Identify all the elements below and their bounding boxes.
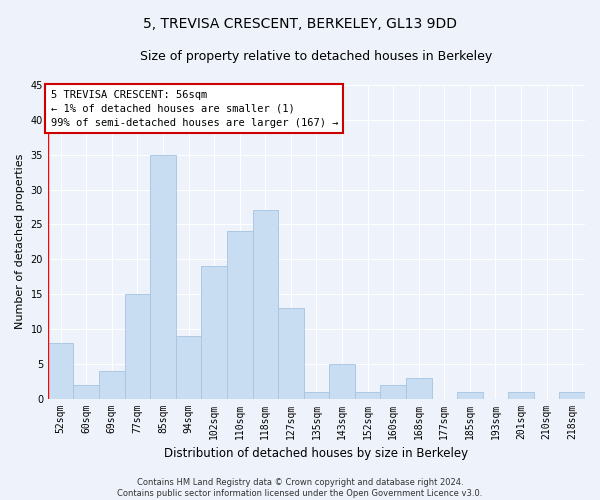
- Title: Size of property relative to detached houses in Berkeley: Size of property relative to detached ho…: [140, 50, 493, 63]
- Bar: [99, 370, 125, 398]
- Bar: [355, 392, 380, 398]
- Bar: [73, 384, 99, 398]
- Bar: [253, 210, 278, 398]
- Bar: [508, 392, 534, 398]
- Bar: [48, 343, 73, 398]
- Bar: [202, 266, 227, 398]
- Bar: [278, 308, 304, 398]
- Bar: [227, 232, 253, 398]
- Bar: [125, 294, 150, 399]
- Bar: [176, 336, 202, 398]
- Bar: [559, 392, 585, 398]
- Bar: [329, 364, 355, 398]
- Text: 5 TREVISA CRESCENT: 56sqm
← 1% of detached houses are smaller (1)
99% of semi-de: 5 TREVISA CRESCENT: 56sqm ← 1% of detach…: [50, 90, 338, 128]
- Bar: [380, 384, 406, 398]
- Bar: [304, 392, 329, 398]
- Bar: [457, 392, 482, 398]
- Bar: [150, 154, 176, 398]
- Y-axis label: Number of detached properties: Number of detached properties: [15, 154, 25, 330]
- Bar: [406, 378, 431, 398]
- Text: 5, TREVISA CRESCENT, BERKELEY, GL13 9DD: 5, TREVISA CRESCENT, BERKELEY, GL13 9DD: [143, 18, 457, 32]
- X-axis label: Distribution of detached houses by size in Berkeley: Distribution of detached houses by size …: [164, 447, 469, 460]
- Text: Contains HM Land Registry data © Crown copyright and database right 2024.
Contai: Contains HM Land Registry data © Crown c…: [118, 478, 482, 498]
